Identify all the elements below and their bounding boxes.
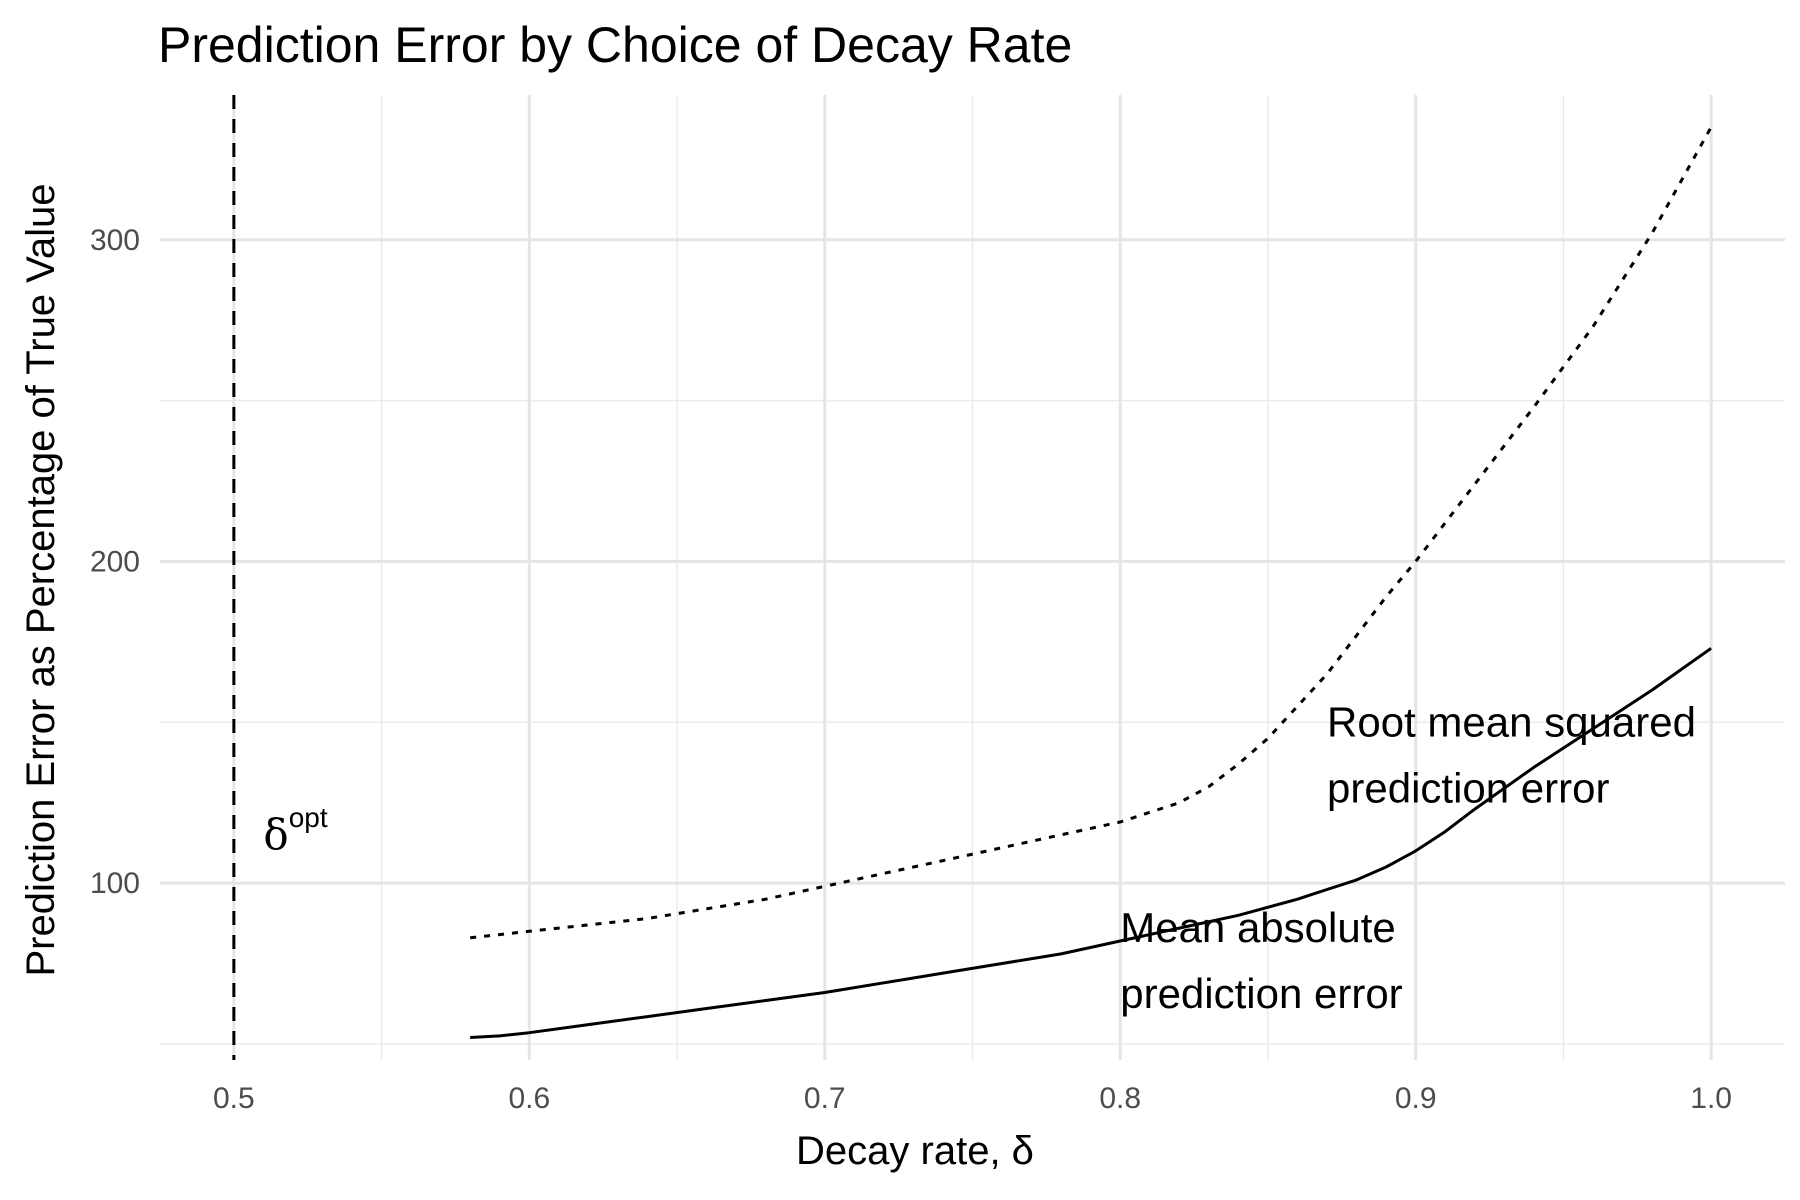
annotation-line: Mean absolute <box>1120 904 1396 951</box>
y-axis-title: Prediction Error as Percentage of True V… <box>19 183 63 976</box>
series-lines <box>232 95 1713 1060</box>
x-tick-label: 0.5 <box>213 1082 255 1115</box>
annotation-line: prediction error <box>1327 764 1609 811</box>
y-tick-label: 300 <box>90 224 140 257</box>
y-tick-label: 100 <box>90 867 140 900</box>
rmse-annotation: Root mean squared prediction error <box>1327 698 1696 811</box>
grid <box>160 95 1785 1060</box>
annotation-line: prediction error <box>1120 970 1402 1017</box>
x-tick-label: 0.9 <box>1395 1082 1437 1115</box>
x-tick-label: 1.0 <box>1690 1082 1732 1115</box>
y-tick-label: 200 <box>90 545 140 578</box>
delta-opt-label: δopt <box>263 802 327 859</box>
mae-series-line <box>470 647 1712 1039</box>
x-axis-ticks: 0.5 0.6 0.7 0.8 0.9 1.0 <box>213 1082 1732 1115</box>
x-tick-label: 0.8 <box>1099 1082 1141 1115</box>
x-tick-label: 0.6 <box>508 1082 550 1115</box>
delta-symbol: δ <box>263 810 288 859</box>
chart-title: Prediction Error by Choice of Decay Rate <box>158 17 1072 73</box>
x-axis-title: Decay rate, δ <box>796 1129 1034 1173</box>
annotation-line: Root mean squared <box>1327 698 1696 745</box>
opt-superscript: opt <box>289 802 328 833</box>
x-tick-label: 0.7 <box>804 1082 846 1115</box>
mae-annotation: Mean absolute prediction error <box>1120 904 1402 1017</box>
y-axis-ticks: 100 200 300 <box>90 224 140 900</box>
